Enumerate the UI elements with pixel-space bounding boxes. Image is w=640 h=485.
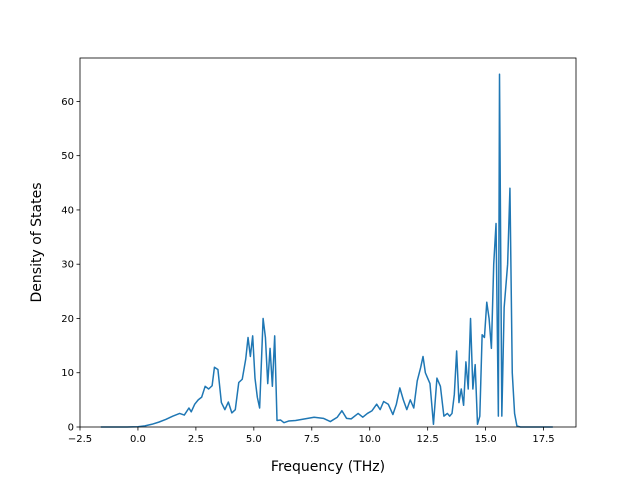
y-tick-label: 0 <box>68 423 74 434</box>
y-tick-label: 30 <box>61 260 74 271</box>
x-tick-label: 15.0 <box>474 434 496 445</box>
x-tick-label: 5.0 <box>246 434 262 445</box>
x-tick-label: 0.0 <box>130 434 146 445</box>
x-axis-ticks: −2.5 0.0 2.5 5.0 7.5 10.0 12.5 15.0 17.5 <box>68 427 555 445</box>
y-tick-label: 20 <box>61 314 74 325</box>
y-tick-label: 60 <box>61 97 74 108</box>
y-axis-ticks: 0 10 20 30 40 50 60 <box>61 97 80 434</box>
x-axis-label: Frequency (THz) <box>271 459 385 475</box>
x-tick-label: 2.5 <box>188 434 204 445</box>
axes-frame <box>79 57 577 428</box>
plot-area <box>100 73 553 428</box>
y-axis-label: Density of States <box>29 183 45 303</box>
y-tick-label: 50 <box>61 151 74 162</box>
x-tick-label: 12.5 <box>417 434 439 445</box>
y-tick-label: 10 <box>61 368 74 379</box>
x-tick-label: 10.0 <box>359 434 381 445</box>
x-tick-label: 7.5 <box>304 434 320 445</box>
y-tick-label: 40 <box>61 205 74 216</box>
x-tick-label: 17.5 <box>532 434 554 445</box>
series-line-0 <box>100 73 553 428</box>
x-tick-label: −2.5 <box>68 434 92 445</box>
